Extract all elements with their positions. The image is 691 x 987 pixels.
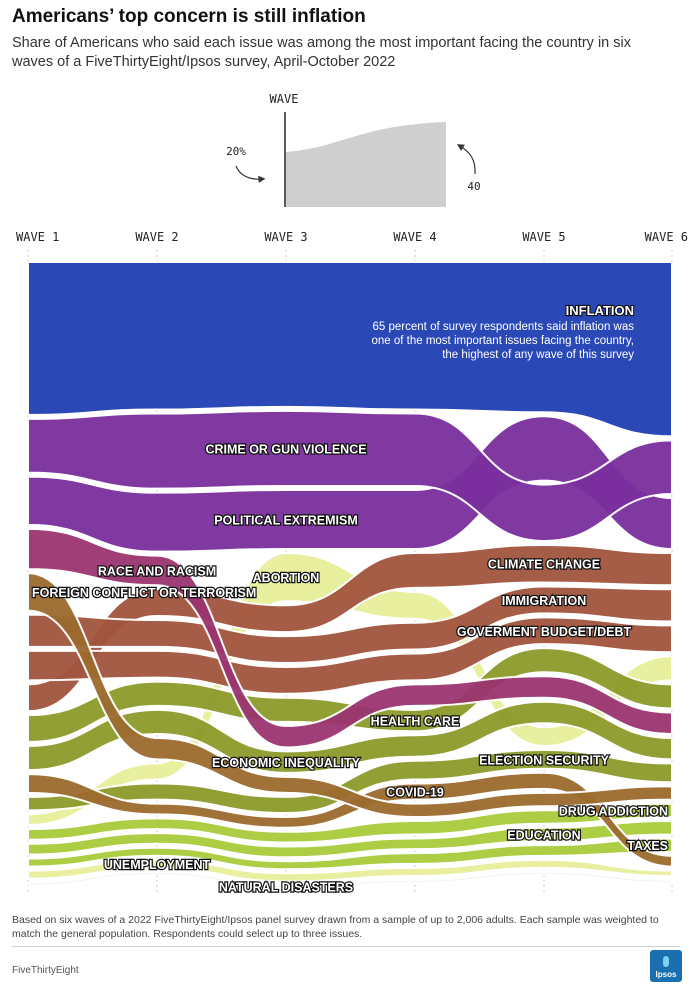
credit: FiveThirtyEight	[12, 965, 79, 976]
band-climate-change	[27, 543, 673, 713]
band-race-and-racism	[27, 527, 673, 749]
wave-tick-label: WAVE 4	[393, 230, 436, 244]
band-inflation	[27, 260, 673, 438]
band-label: POLITICAL EXTREMISM	[214, 513, 358, 527]
band-label: UNEMPLOYMENT	[104, 858, 211, 872]
band-immigration	[27, 585, 673, 664]
scale-key: WAVE 20% 40	[226, 92, 481, 207]
band-foreign-conflict-or-terrorism	[27, 572, 673, 819]
band-taxes	[27, 837, 673, 871]
band-label: GOVERMENT BUDGET/DEBT	[457, 625, 632, 639]
band-label: NATURAL DISASTERS	[219, 881, 353, 895]
band-covid-19	[27, 771, 673, 868]
annotation-line-1: 65 percent of survey respondents said in…	[373, 321, 635, 333]
annotation-line-3: the highest of any wave of this survey	[442, 349, 634, 361]
band-label: ECONOMIC INEQUALITY	[212, 756, 361, 770]
band-label: DRUG ADDICTION	[559, 804, 668, 818]
wave-tick-label: WAVE 1	[16, 230, 59, 244]
wave-tick-label: WAVE 5	[522, 230, 565, 244]
band-label: FOREIGN CONFLICT OR TERRORISM	[32, 586, 256, 600]
key-start-arrow	[235, 165, 266, 183]
stream-bands	[27, 260, 673, 890]
band-label: CLIMATE CHANGE	[488, 558, 600, 572]
key-start-label: 20%	[226, 145, 246, 158]
annotation-label: INFLATION	[566, 303, 634, 318]
chart-subtitle: Share of Americans who said each issue w…	[12, 35, 631, 70]
band-label: IMMIGRATION	[502, 594, 586, 608]
band-labels: CRIME OR GUN VIOLENCE POLITICAL EXTREMISM…	[31, 441, 669, 896]
band-natural-disasters	[27, 870, 673, 890]
footer-divider	[12, 946, 680, 947]
band-economic-inequality	[27, 700, 673, 774]
key-end-arrow	[456, 144, 476, 175]
inflation-annotation: INFLATION 65 percent of survey responden…	[371, 302, 635, 361]
band-political-extremism	[27, 415, 673, 553]
key-band	[286, 122, 446, 207]
annotation-line-2: one of the most important issues facing …	[371, 335, 634, 347]
wave-tick-label: WAVE 2	[135, 230, 178, 244]
band-label: COVID-19	[386, 786, 444, 800]
band-label: HEALTH CARE	[371, 715, 460, 729]
chart-title: Americans’ top concern is still inflatio…	[12, 6, 366, 27]
band-label: ELECTION SECURITY	[479, 753, 610, 767]
band-crime-or-gun-violence	[27, 409, 673, 542]
footnote: Based on six waves of a 2022 FiveThirtyE…	[12, 914, 659, 940]
logo-text: Ipsos	[655, 970, 677, 979]
key-axis-label: WAVE	[270, 92, 299, 106]
band-unemployment	[27, 858, 673, 883]
band-label: EDUCATION	[507, 828, 580, 842]
band-election-security	[27, 749, 673, 815]
band-education	[27, 820, 673, 859]
logo-mark	[663, 956, 669, 967]
band-label: CRIME OR GUN VIOLENCE	[205, 442, 366, 456]
band-label: TAXES	[627, 839, 668, 853]
band-label: ABORTION	[253, 571, 320, 585]
band-label: RACE AND RACISM	[98, 564, 216, 578]
band-drug-addiction	[27, 802, 673, 844]
key-end-label: 40	[467, 180, 480, 193]
ipsos-logo: Ipsos	[650, 950, 682, 982]
wave-tick-label: WAVE 3	[264, 230, 307, 244]
wave-tick-label: WAVE 6	[645, 230, 688, 244]
